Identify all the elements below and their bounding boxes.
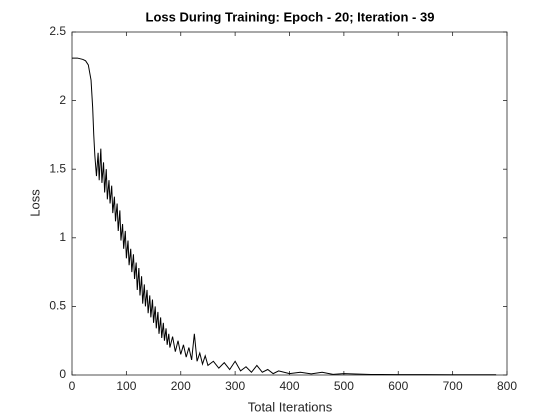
y-tick-label: 0.5	[49, 299, 66, 313]
x-tick-label: 200	[171, 379, 191, 393]
chart-title: Loss During Training: Epoch - 20; Iterat…	[146, 9, 435, 24]
x-tick-label: 500	[334, 379, 354, 393]
y-tick-label: 0	[59, 367, 66, 381]
y-tick-label: 1	[59, 230, 66, 244]
x-tick-label: 300	[225, 379, 245, 393]
x-tick-label: 100	[116, 379, 136, 393]
x-tick-label: 400	[279, 379, 299, 393]
x-tick-label: 700	[443, 379, 463, 393]
y-tick-label: 2	[59, 93, 66, 107]
x-tick-label: 600	[388, 379, 408, 393]
x-tick-label: 0	[69, 379, 76, 393]
y-tick-label: 1.5	[49, 161, 66, 175]
x-tick-label: 800	[497, 379, 517, 393]
x-axis-label: Total Iterations	[248, 399, 333, 414]
loss-line	[72, 57, 497, 376]
y-tick-label: 2.5	[49, 24, 66, 38]
plot-box	[71, 31, 508, 376]
y-axis-label: Loss	[27, 189, 42, 217]
